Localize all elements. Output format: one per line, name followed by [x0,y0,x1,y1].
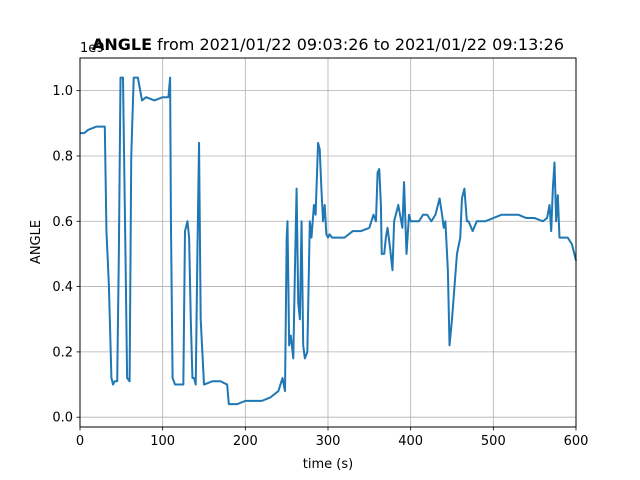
x-tick-label: 0 [76,434,84,449]
x-tick-label: 200 [233,434,258,449]
chart-title: ANGLE from 2021/01/22 09:03:26 to 2021/0… [92,35,564,54]
x-tick-label: 400 [398,434,423,449]
chart-title-name: ANGLE [92,35,152,54]
x-tick-label: 300 [316,434,341,449]
y-tick-label: 0.2 [52,345,73,360]
x-axis-label: time (s) [303,457,353,472]
x-tick-label: 600 [564,434,589,449]
y-tick-label: 0.4 [52,280,73,295]
y-tick-label: 0.8 [52,149,73,164]
x-tick-label: 100 [150,434,175,449]
series-line-group [80,76,577,406]
grid [79,58,577,427]
y-tick-label: 0.6 [52,215,73,230]
y-tick-label: 0.0 [52,411,73,426]
y-offset-label: 1e9 [80,41,105,56]
series-line [80,76,577,406]
x-axis-ticks: 0 100 200 300 400 500 600 [76,427,589,449]
x-tick-label: 500 [481,434,506,449]
y-axis-label: ANGLE [29,220,44,264]
y-axis-ticks: 0.0 0.2 0.4 0.6 0.8 1.0 [52,84,80,426]
chart-title-range: from 2021/01/22 09:03:26 to 2021/01/22 0… [152,35,564,54]
y-tick-label: 1.0 [52,84,73,99]
